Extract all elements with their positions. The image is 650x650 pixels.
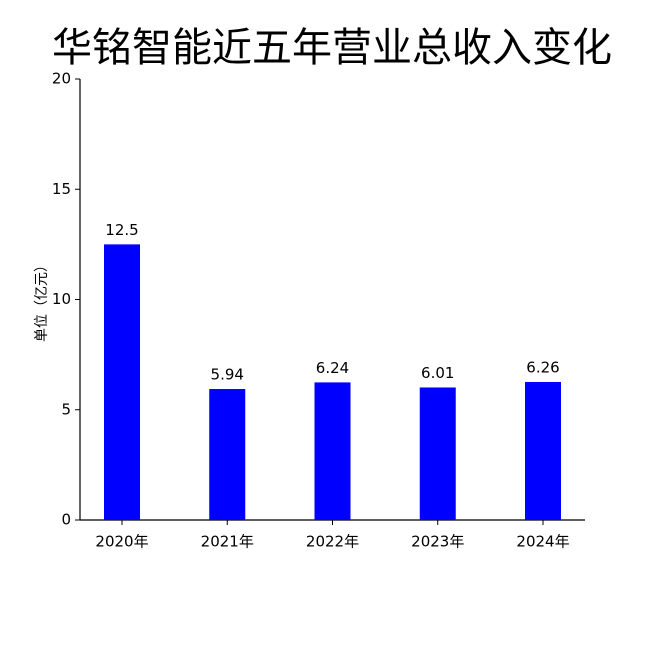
y-axis-label: 单位（亿元） bbox=[34, 258, 50, 342]
bar bbox=[209, 389, 246, 520]
bar bbox=[104, 244, 140, 520]
chart-title: 华铭智能近五年营业总收入变化 bbox=[52, 25, 612, 71]
data-label: 6.26 bbox=[526, 358, 559, 376]
x-tick-label: 2020年 bbox=[95, 533, 148, 551]
data-label: 6.01 bbox=[421, 364, 454, 382]
y-tick-label: 10 bbox=[52, 290, 71, 308]
bar bbox=[419, 387, 456, 520]
y-tick-label: 0 bbox=[61, 511, 71, 529]
y-tick-label: 20 bbox=[52, 70, 71, 88]
x-tick-label: 2023年 bbox=[411, 533, 464, 551]
x-tick-label: 2022年 bbox=[306, 533, 359, 551]
bar bbox=[314, 382, 351, 520]
bar bbox=[525, 381, 561, 520]
y-tick-label: 15 bbox=[52, 180, 71, 198]
data-label: 5.94 bbox=[211, 366, 244, 384]
x-tick-label: 2024年 bbox=[516, 533, 569, 551]
y-tick-label: 5 bbox=[61, 400, 71, 418]
data-label: 12.5 bbox=[105, 221, 138, 239]
x-tick-label: 2021年 bbox=[201, 533, 254, 551]
data-label: 6.24 bbox=[316, 359, 349, 377]
